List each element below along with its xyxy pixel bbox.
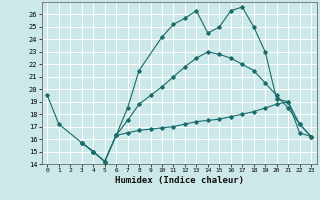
X-axis label: Humidex (Indice chaleur): Humidex (Indice chaleur) bbox=[115, 176, 244, 185]
